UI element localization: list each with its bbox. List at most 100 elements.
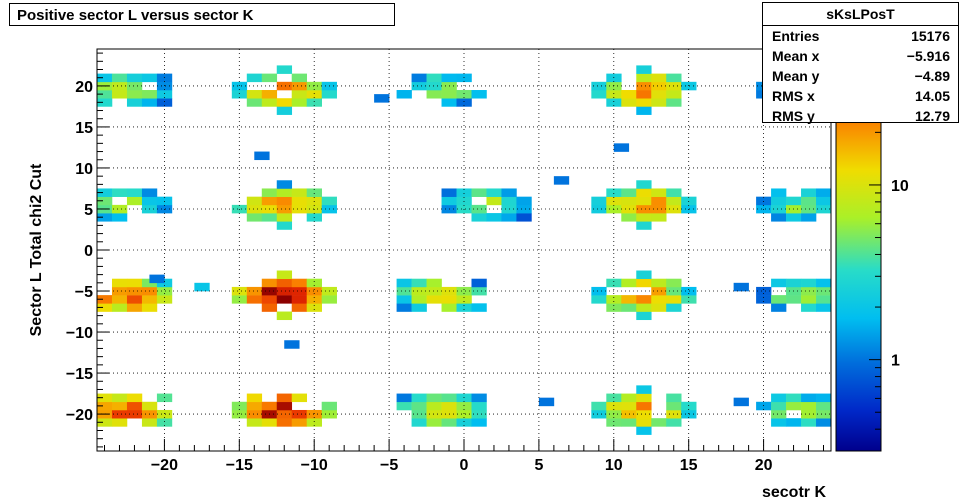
heatmap-bin — [426, 278, 442, 288]
heatmap-bin — [591, 409, 607, 419]
heatmap-bin — [756, 401, 772, 411]
heatmap-bin — [97, 295, 113, 304]
heatmap-bin — [756, 286, 772, 296]
heatmap-bin — [126, 393, 143, 403]
heatmap-bin — [613, 143, 630, 152]
heatmap-bin — [426, 81, 442, 91]
heatmap-bin — [801, 286, 817, 296]
stats-box: sKsLPosT Entries 15176 Mean x −5.916 Mea… — [762, 2, 959, 124]
heatmap-bin — [396, 303, 412, 312]
heatmap-bin — [276, 278, 293, 288]
heatmap-bin — [771, 393, 787, 403]
stats-value: 15176 — [911, 28, 950, 44]
heatmap-bin — [591, 90, 607, 99]
heatmap-bin — [426, 90, 442, 99]
heatmap-bin — [276, 213, 293, 222]
heatmap-bin — [621, 278, 637, 288]
heatmap-bin — [411, 286, 427, 296]
heatmap-bin — [261, 188, 278, 197]
heatmap-bin — [111, 73, 128, 83]
heatmap-bin — [681, 81, 697, 91]
heatmap-bin — [786, 278, 802, 288]
heatmap-bin — [156, 98, 173, 107]
heatmap-bin — [97, 196, 113, 206]
heatmap-bin — [606, 188, 622, 197]
x-axis: −20 −15 −10 −5 0 5 10 15 20 — [103, 439, 825, 474]
heatmap-bin — [636, 393, 652, 403]
heatmap-bin — [441, 98, 457, 107]
heatmap-bin — [621, 98, 637, 107]
x-tick-label: −10 — [301, 457, 328, 474]
heatmap-bin — [97, 213, 113, 222]
heatmap-bin — [126, 303, 143, 312]
heatmap-bin — [636, 73, 652, 83]
heatmap-bin — [111, 286, 128, 296]
x-tick-label: 10 — [605, 457, 623, 474]
heatmap-bin — [591, 196, 607, 206]
heatmap-bin — [441, 295, 457, 304]
heatmap-bin — [816, 295, 832, 304]
heatmap-bin — [666, 196, 682, 206]
heatmap-bin — [816, 303, 832, 312]
stats-value: −5.916 — [906, 48, 950, 64]
stats-row-mean-y: Mean y −4.89 — [772, 68, 950, 88]
heatmap-bin — [276, 401, 293, 411]
heatmap-bin — [111, 393, 128, 403]
heatmap-bin — [456, 188, 472, 197]
heatmap-bin — [141, 90, 158, 99]
heatmap-bin — [411, 278, 427, 288]
heatmap-bin — [471, 401, 487, 411]
heatmap-bin — [456, 98, 472, 107]
heatmap-bin — [651, 73, 667, 83]
heatmap-bin — [291, 73, 308, 83]
heatmap-bin — [321, 295, 337, 304]
heatmap-bin — [246, 196, 263, 206]
heatmap-bin — [621, 401, 637, 411]
heatmap-bin — [471, 188, 487, 197]
heatmap-bin — [471, 278, 487, 288]
heatmap-bin — [801, 204, 817, 214]
heatmap-bin — [801, 409, 817, 419]
chart-title: Positive sector L versus sector K — [17, 7, 254, 24]
stats-row-mean-x: Mean x −5.916 — [772, 48, 950, 68]
heatmap-bin — [246, 204, 263, 214]
heatmap-bin — [666, 418, 682, 427]
heatmap-bin — [636, 213, 652, 222]
heatmap-bin — [231, 90, 248, 99]
heatmap-bin — [246, 393, 263, 403]
y-tick-label: −10 — [66, 325, 93, 342]
grid-lines — [97, 49, 831, 451]
heatmap-bin — [591, 401, 607, 411]
heatmap-bin — [97, 188, 113, 197]
heatmap-bin — [636, 409, 652, 419]
heatmap-bin — [306, 196, 322, 206]
stats-row-entries: Entries 15176 — [772, 28, 950, 48]
stats-label: Mean x — [772, 48, 820, 64]
heatmap-bin — [141, 418, 158, 427]
heatmap-bin — [651, 204, 667, 214]
heatmap-bin — [456, 90, 472, 99]
heatmap-bin — [126, 278, 143, 288]
x-tick-label: 15 — [680, 457, 698, 474]
stats-label: Mean y — [772, 68, 820, 84]
heatmap-bin — [666, 393, 682, 403]
heatmap-bin — [126, 286, 143, 296]
heatmap-bin — [111, 188, 128, 197]
heatmap-bin — [291, 98, 308, 107]
heatmap-bin — [801, 278, 817, 288]
heatmap-bin — [621, 303, 637, 312]
heatmap-bin — [816, 409, 832, 419]
heatmap-bin — [816, 188, 832, 197]
heatmap-bin — [306, 295, 322, 304]
stats-row-rms-x: RMS x 14.05 — [772, 88, 950, 108]
heatmap-bin — [141, 98, 158, 107]
heatmap-bin — [411, 303, 427, 312]
heatmap-bin — [441, 90, 457, 99]
y-axis-label: Sector L Total chi2 Cut — [28, 163, 45, 336]
heatmap-bin — [306, 188, 322, 197]
heatmap-bin — [636, 106, 652, 115]
heatmap-bin — [771, 196, 787, 206]
heatmap-bin — [786, 418, 802, 427]
heatmap-bin — [538, 397, 555, 407]
y-tick-label: 10 — [75, 161, 93, 178]
